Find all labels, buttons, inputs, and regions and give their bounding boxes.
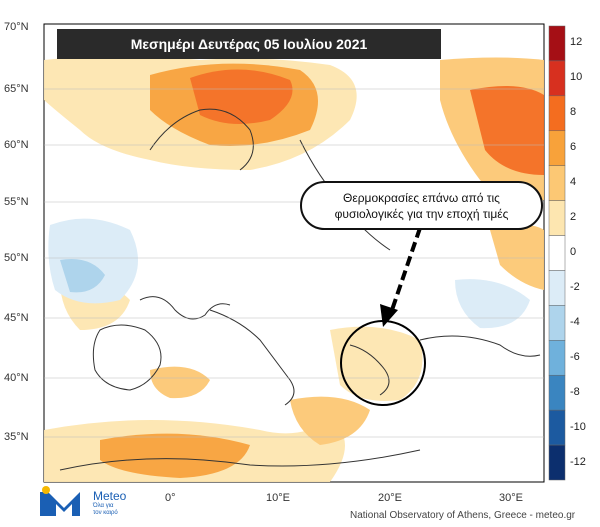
coastlines [59, 108, 541, 471]
colorbar-label: -10 [570, 420, 586, 433]
colorbar-label: -8 [570, 385, 580, 398]
annotation-line-1: Θερμοκρασίες επάνω από τις [343, 190, 500, 205]
lat-label: 70°N [4, 21, 29, 33]
colorbar-label: 6 [570, 141, 577, 154]
lat-label: 40°N [4, 372, 29, 384]
lat-label: 65°N [4, 83, 29, 95]
colorbar-segment [548, 95, 566, 132]
lat-label: 60°N [4, 139, 29, 151]
annotation-line-2: φυσιολογικές για την εποχή τιμές [334, 206, 509, 221]
cool-anomaly-areas [48, 218, 530, 329]
colorbar-segment [548, 340, 566, 376]
lon-label: 10°E [266, 492, 290, 504]
colorbar [548, 25, 566, 481]
lat-label: 55°N [4, 196, 29, 208]
arrow-head [380, 304, 398, 327]
colorbar-label: 2 [570, 211, 577, 224]
lat-label: 50°N [4, 252, 29, 264]
colorbar-segment [548, 200, 566, 236]
map-title: Μεσημέρι Δευτέρας 05 Ιουλίου 2021 [57, 29, 441, 59]
colorbar-segment [548, 444, 566, 481]
colorbar-label: 0 [570, 246, 577, 258]
lat-label: 35°N [4, 431, 29, 443]
meteo-logo-icon [40, 486, 80, 516]
colorbar-segment [548, 25, 566, 62]
lon-label: 30°E [499, 492, 523, 504]
colorbar-segment [548, 165, 566, 201]
colorbar-segment [548, 409, 566, 446]
lat-label: 45°N [4, 312, 29, 324]
colorbar-segment [548, 130, 566, 166]
colorbar-segment [548, 60, 566, 97]
colorbar-label: 4 [570, 176, 577, 189]
colorbar-label: -2 [570, 280, 580, 293]
colorbar-label: -6 [570, 350, 580, 363]
colorbar-label: 8 [570, 106, 577, 119]
colorbar-label: 12 [570, 36, 583, 49]
colorbar-label: -4 [570, 315, 580, 328]
colorbar-segment [548, 374, 566, 411]
colorbar-label: 10 [570, 71, 583, 84]
credit-text: National Observatory of Athens, Greece -… [350, 510, 576, 521]
colorbar-segment [548, 305, 566, 341]
annotation-callout: Θερμοκρασίες επάνω από τις φυσιολογικές … [300, 181, 543, 230]
logo-name: Meteo [93, 489, 127, 503]
colorbar-segment [548, 270, 566, 306]
logo-tagline: Όλα για τον καιρό [93, 503, 118, 516]
lon-label: 0° [165, 492, 176, 504]
lon-label: 20°E [378, 492, 402, 504]
colorbar-label: -12 [570, 455, 586, 468]
colorbar-segment [548, 235, 566, 271]
